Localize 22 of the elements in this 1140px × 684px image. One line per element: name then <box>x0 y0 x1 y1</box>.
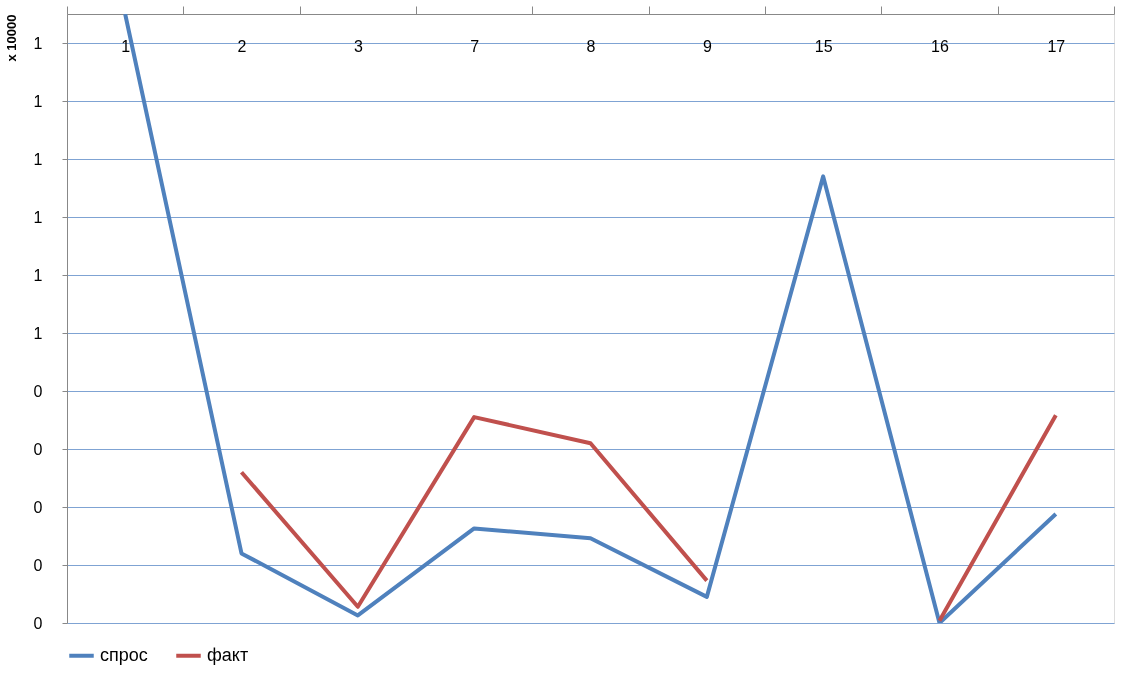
x-tick-label: 3 <box>353 37 363 55</box>
x-tick-label: 15 <box>814 37 833 55</box>
y-tick-label: 0 <box>33 382 43 400</box>
x-tick-label: 16 <box>931 37 949 55</box>
y-tick-label: 1 <box>33 150 43 168</box>
y-tick-label: 1 <box>33 266 43 284</box>
x-tick-label: 7 <box>470 37 480 55</box>
x-tick-label: 8 <box>586 37 596 55</box>
x-tick-label: 2 <box>237 37 247 55</box>
y-tick-label: 1 <box>33 208 43 226</box>
y-axis-title: x 10000 <box>3 14 19 62</box>
x-tick-label: 9 <box>702 37 712 55</box>
y-tick-label: 1 <box>33 92 43 110</box>
legend-label: факт <box>207 644 249 665</box>
y-tick-label: 0 <box>33 498 43 516</box>
y-tick-label: 0 <box>33 614 43 632</box>
x-tick-label: 17 <box>1047 37 1066 55</box>
y-tick-label: 0 <box>33 440 43 458</box>
y-tick-label: 0 <box>33 556 43 574</box>
x-tick-label: 1 <box>121 37 131 55</box>
legend-label: спрос <box>100 644 148 665</box>
y-tick-label: 1 <box>33 324 43 342</box>
